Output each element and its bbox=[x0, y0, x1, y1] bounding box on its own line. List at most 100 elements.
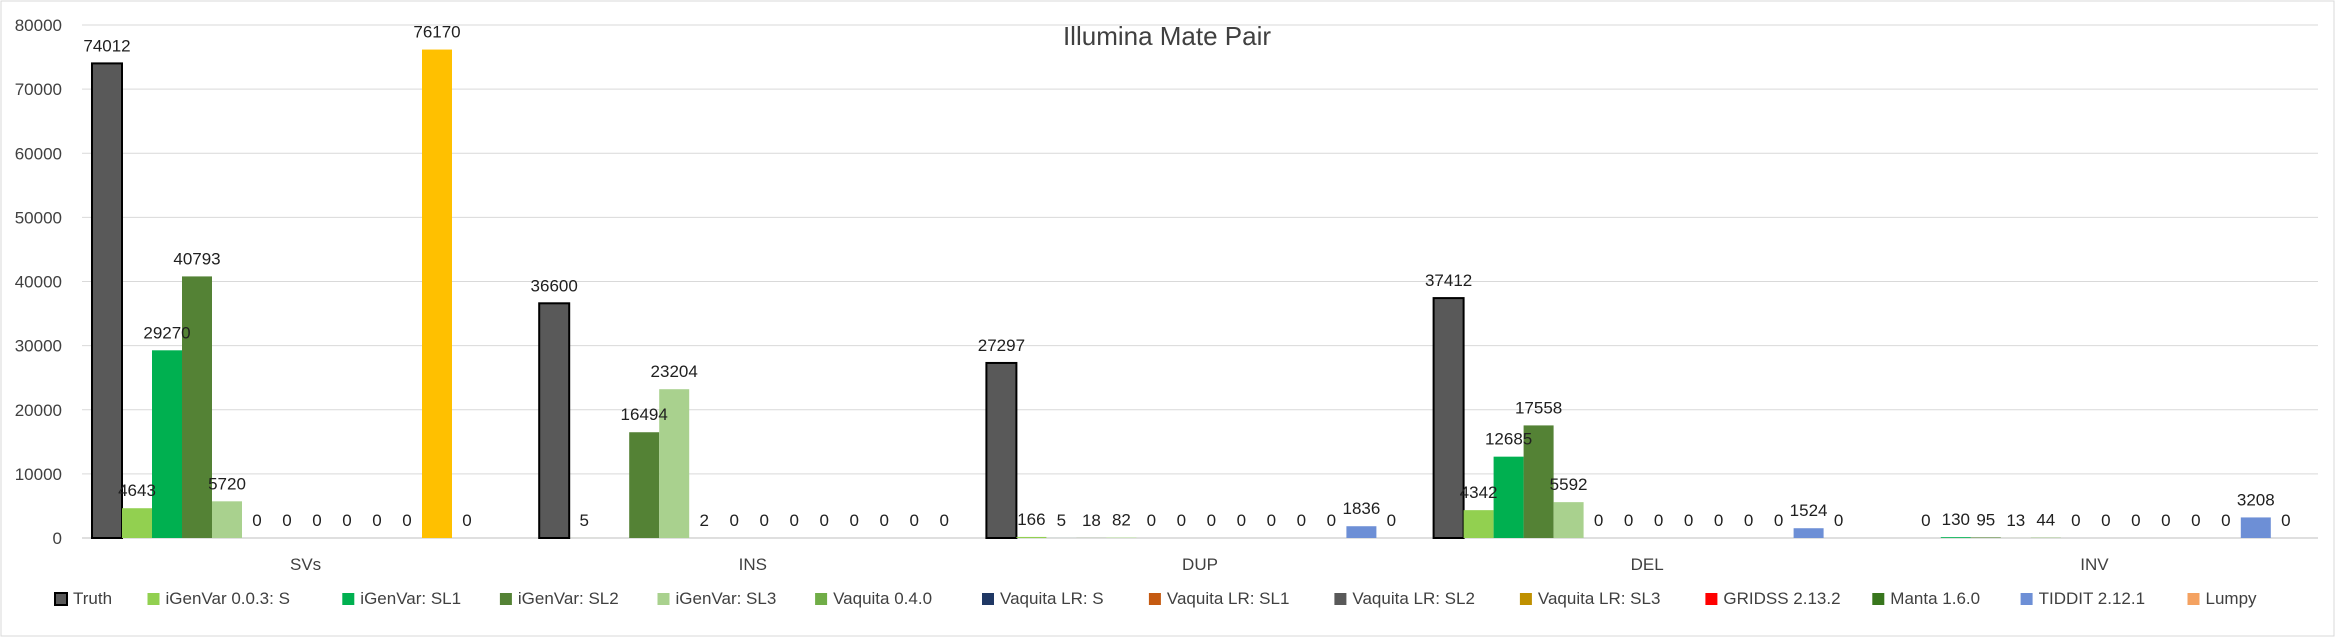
bar bbox=[422, 49, 452, 538]
data-label: 0 bbox=[1744, 511, 1753, 530]
data-label: 1836 bbox=[1342, 499, 1380, 518]
data-label: 0 bbox=[759, 511, 768, 530]
data-label: 0 bbox=[789, 511, 798, 530]
legend-swatch bbox=[1334, 593, 1347, 605]
y-tick-label: 0 bbox=[53, 529, 62, 548]
data-label: 5720 bbox=[208, 474, 246, 493]
legend-swatch bbox=[1872, 593, 1885, 605]
data-label: 0 bbox=[1327, 511, 1336, 530]
data-label: 5592 bbox=[1550, 475, 1588, 494]
data-label: 0 bbox=[2101, 511, 2110, 530]
legend-label: iGenVar: SL1 bbox=[360, 589, 461, 608]
bar bbox=[152, 350, 182, 538]
bar bbox=[1493, 456, 1524, 538]
data-label: 0 bbox=[1297, 511, 1306, 530]
data-label: 0 bbox=[342, 511, 351, 530]
y-tick-label: 70000 bbox=[15, 80, 62, 99]
data-label: 27297 bbox=[978, 336, 1025, 355]
data-label: 82 bbox=[1112, 510, 1131, 529]
legend-label: Vaquita LR: SL1 bbox=[1167, 589, 1290, 608]
bar bbox=[212, 501, 242, 538]
data-label: 3208 bbox=[2237, 490, 2275, 509]
legend-label: TIDDIT 2.12.1 bbox=[2039, 589, 2145, 608]
legend-label: iGenVar: SL3 bbox=[676, 589, 777, 608]
data-label: 5 bbox=[579, 511, 588, 530]
legend-swatch bbox=[147, 593, 160, 605]
data-label: 0 bbox=[1921, 511, 1930, 530]
data-label: 0 bbox=[1177, 511, 1186, 530]
data-label: 0 bbox=[462, 511, 471, 530]
x-category-label: DUP bbox=[1182, 555, 1218, 574]
data-label: 0 bbox=[819, 511, 828, 530]
x-category-label: SVs bbox=[290, 555, 321, 574]
y-tick-label: 30000 bbox=[15, 337, 62, 356]
legend-label: Vaquita LR: SL2 bbox=[1352, 589, 1475, 608]
legend-swatch bbox=[1519, 593, 1532, 605]
data-label: 0 bbox=[909, 511, 918, 530]
legend-label: Vaquita LR: SL3 bbox=[1538, 589, 1661, 608]
legend-swatch bbox=[342, 593, 355, 605]
data-label: 40793 bbox=[173, 249, 220, 268]
data-label: 95 bbox=[1976, 510, 1995, 529]
data-label: 16494 bbox=[621, 405, 668, 424]
data-label: 4342 bbox=[1460, 483, 1498, 502]
data-labels: 74012 4643 29270 40793 5720 0 0 0 0 0 0 76170 0 36600… bbox=[83, 23, 2290, 530]
bars bbox=[91, 49, 2271, 540]
data-label: 36600 bbox=[531, 276, 578, 295]
bar bbox=[1970, 537, 2001, 538]
legend-label: Vaquita LR: S bbox=[1000, 589, 1104, 608]
data-label: 17558 bbox=[1515, 398, 1562, 417]
legend-label: Lumpy bbox=[2206, 589, 2258, 608]
bar bbox=[629, 432, 660, 538]
bar bbox=[1940, 537, 1971, 538]
data-label: 0 bbox=[2131, 511, 2140, 530]
data-label: 0 bbox=[1834, 511, 1843, 530]
data-label: 0 bbox=[939, 511, 948, 530]
legend-swatch bbox=[2187, 593, 2200, 605]
legend-swatch bbox=[54, 592, 68, 606]
data-label: 23204 bbox=[651, 362, 698, 381]
data-label: 4643 bbox=[118, 481, 156, 500]
data-label: 29270 bbox=[143, 323, 190, 342]
data-label: 0 bbox=[1684, 511, 1693, 530]
data-label: 0 bbox=[2281, 511, 2290, 530]
x-category-label: DEL bbox=[1631, 555, 1664, 574]
data-label: 130 bbox=[1942, 510, 1970, 529]
data-label: 0 bbox=[729, 511, 738, 530]
data-label: 74012 bbox=[83, 36, 130, 55]
data-label: 0 bbox=[402, 511, 411, 530]
legend-label: iGenVar 0.0.3: S bbox=[166, 589, 290, 608]
x-category-label: INS bbox=[739, 555, 767, 574]
data-label: 0 bbox=[849, 511, 858, 530]
legend-swatch bbox=[2020, 593, 2033, 605]
bar bbox=[1016, 536, 1047, 538]
bar bbox=[538, 302, 571, 539]
bar bbox=[1432, 297, 1465, 539]
data-label: 0 bbox=[1207, 511, 1216, 530]
y-tick-label: 50000 bbox=[15, 208, 62, 227]
bar bbox=[1523, 425, 1554, 538]
data-label: 1524 bbox=[1790, 501, 1828, 520]
bar bbox=[985, 361, 1018, 539]
bar bbox=[659, 389, 690, 538]
legend-label: GRIDSS 2.13.2 bbox=[1723, 589, 1840, 608]
data-label: 76170 bbox=[413, 23, 460, 42]
data-label: 0 bbox=[1387, 511, 1396, 530]
data-label: 0 bbox=[1624, 511, 1633, 530]
data-label: 0 bbox=[312, 511, 321, 530]
data-label: 44 bbox=[2036, 511, 2055, 530]
legend-swatch bbox=[499, 593, 512, 605]
y-tick-label: 80000 bbox=[15, 16, 62, 35]
data-label: 5 bbox=[1057, 511, 1066, 530]
bar bbox=[1553, 502, 1584, 538]
data-label: 0 bbox=[2191, 511, 2200, 530]
legend-label: Truth bbox=[73, 589, 112, 608]
data-label: 0 bbox=[1714, 511, 1723, 530]
y-tick-label: 20000 bbox=[15, 401, 62, 420]
bar bbox=[1106, 537, 1137, 538]
data-label: 0 bbox=[282, 511, 291, 530]
legend-label: Manta 1.6.0 bbox=[1890, 589, 1980, 608]
data-label: 0 bbox=[1147, 511, 1156, 530]
bar bbox=[1346, 526, 1377, 538]
